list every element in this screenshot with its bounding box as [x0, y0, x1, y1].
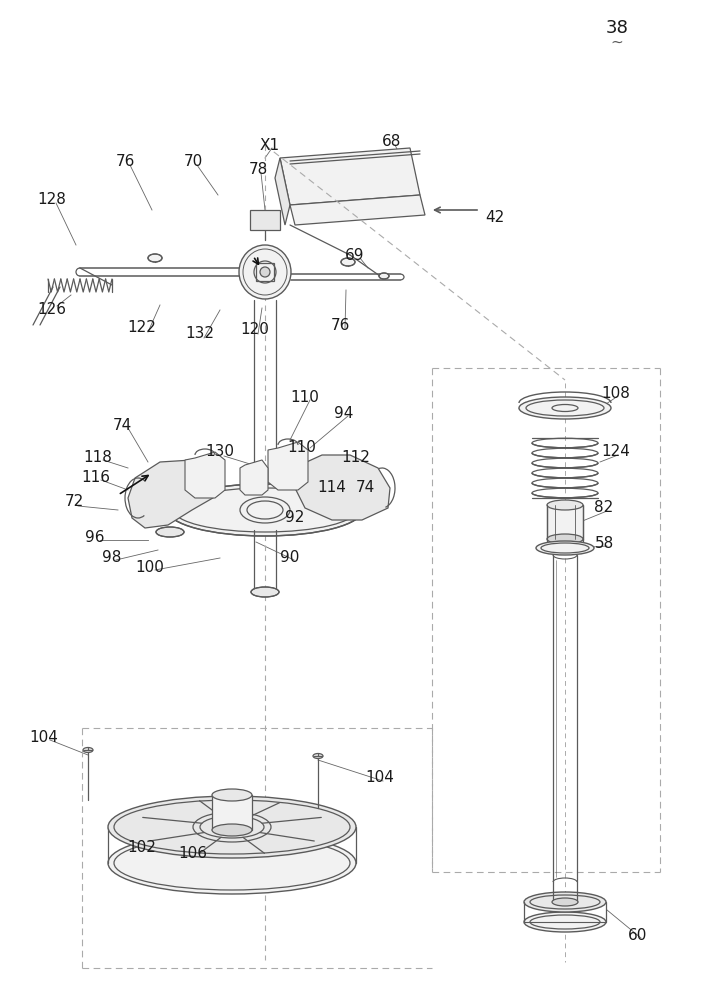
- Bar: [256, 263, 274, 281]
- Polygon shape: [250, 210, 280, 230]
- Text: 104: 104: [366, 770, 394, 786]
- Ellipse shape: [313, 754, 323, 758]
- Text: 94: 94: [334, 406, 353, 420]
- Text: 78: 78: [248, 162, 268, 178]
- Bar: [212, 795, 252, 830]
- Ellipse shape: [108, 832, 356, 894]
- Text: 102: 102: [128, 840, 156, 854]
- Text: 58: 58: [594, 536, 613, 550]
- Ellipse shape: [212, 824, 252, 836]
- Ellipse shape: [379, 273, 389, 279]
- Ellipse shape: [519, 397, 611, 419]
- Text: 132: 132: [186, 326, 214, 342]
- Text: 70: 70: [183, 154, 203, 169]
- Text: 128: 128: [38, 192, 66, 208]
- Text: 130: 130: [206, 444, 234, 460]
- Ellipse shape: [536, 541, 594, 555]
- Bar: [547, 505, 583, 540]
- Ellipse shape: [239, 245, 291, 299]
- Ellipse shape: [524, 892, 606, 912]
- Text: 98: 98: [102, 550, 121, 564]
- Ellipse shape: [552, 898, 578, 906]
- Text: ∼: ∼: [610, 34, 623, 49]
- Polygon shape: [295, 455, 390, 520]
- Polygon shape: [280, 148, 420, 205]
- Text: 69: 69: [346, 247, 365, 262]
- Text: 112: 112: [341, 450, 371, 464]
- Polygon shape: [128, 460, 218, 528]
- Text: 74: 74: [112, 418, 131, 432]
- Text: X1: X1: [260, 137, 280, 152]
- Text: 124: 124: [602, 444, 630, 460]
- Text: 100: 100: [136, 560, 164, 574]
- Text: 76: 76: [331, 318, 350, 332]
- Ellipse shape: [108, 796, 356, 858]
- Text: 90: 90: [281, 550, 300, 564]
- Text: 120: 120: [241, 322, 269, 338]
- Ellipse shape: [83, 748, 93, 752]
- Text: 82: 82: [594, 500, 613, 516]
- Text: 68: 68: [382, 133, 402, 148]
- Text: 108: 108: [602, 385, 630, 400]
- Ellipse shape: [547, 500, 583, 510]
- Text: 118: 118: [84, 450, 112, 464]
- Ellipse shape: [156, 527, 184, 537]
- Text: 122: 122: [128, 320, 156, 336]
- Ellipse shape: [148, 254, 162, 262]
- Text: 38: 38: [605, 19, 628, 37]
- Text: 106: 106: [178, 846, 208, 860]
- Polygon shape: [275, 158, 290, 225]
- Text: 76: 76: [116, 154, 135, 169]
- Ellipse shape: [168, 484, 363, 536]
- Text: 96: 96: [85, 530, 105, 544]
- Text: 74: 74: [356, 481, 375, 495]
- Ellipse shape: [251, 587, 279, 597]
- Text: 104: 104: [29, 730, 59, 744]
- Ellipse shape: [547, 534, 583, 544]
- Text: 92: 92: [286, 510, 305, 524]
- Text: 110: 110: [288, 440, 316, 454]
- Text: 116: 116: [81, 470, 111, 485]
- Ellipse shape: [212, 789, 252, 801]
- Ellipse shape: [524, 912, 606, 932]
- Text: 126: 126: [38, 302, 66, 318]
- Ellipse shape: [341, 258, 355, 266]
- Text: 72: 72: [64, 494, 84, 510]
- Text: 114: 114: [318, 480, 346, 494]
- Polygon shape: [268, 442, 308, 490]
- Polygon shape: [185, 452, 225, 498]
- Text: 42: 42: [486, 211, 505, 226]
- Text: 60: 60: [628, 928, 648, 942]
- Polygon shape: [240, 460, 268, 495]
- Polygon shape: [290, 195, 425, 225]
- Text: 110: 110: [291, 389, 319, 404]
- Ellipse shape: [260, 267, 270, 277]
